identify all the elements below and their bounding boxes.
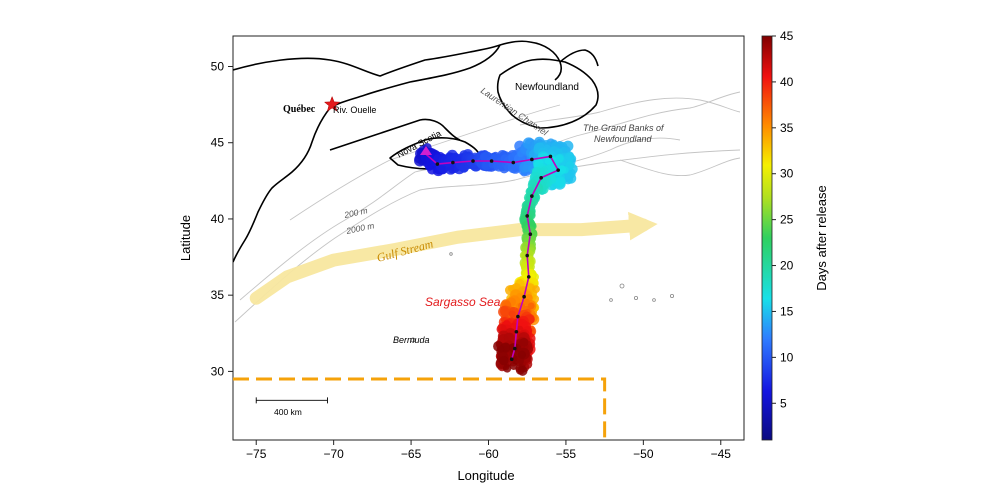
drift-particle (497, 345, 505, 353)
x-tick-label: −75 (246, 447, 267, 461)
drift-particle (517, 350, 526, 359)
track-point (509, 357, 514, 362)
drift-particle (555, 176, 566, 187)
x-tick-label: −55 (556, 447, 577, 461)
x-axis-label: Longitude (457, 468, 514, 483)
label-quebec: Québec (283, 104, 316, 115)
track-point (556, 168, 560, 172)
track-point (539, 175, 543, 180)
track-point (530, 157, 534, 162)
colorbar-label: Days after release (814, 185, 829, 291)
track-point (489, 159, 494, 163)
track-point (516, 314, 520, 319)
seamounts (449, 252, 675, 302)
colorbar-tick-label: 20 (780, 259, 794, 273)
colorbar-tick-label: 15 (780, 304, 794, 318)
track-point (525, 214, 530, 218)
colorbar (761, 35, 773, 441)
track-point (530, 194, 534, 198)
drift-particle (502, 364, 512, 373)
drift-particle (503, 332, 515, 344)
track-point (471, 159, 475, 163)
bermuda-island (410, 337, 416, 343)
colorbar-tick-label: 30 (780, 167, 794, 181)
x-tick-label: −65 (401, 447, 422, 461)
y-axis-label: Latitude (178, 215, 193, 261)
y-tick-label: 30 (211, 364, 225, 378)
colorbar-tick-label: 25 (780, 213, 794, 227)
colorbar-ticks: 5 10 15 20 25 30 35 40 45 (772, 29, 794, 410)
track-point (526, 275, 531, 279)
track-point (528, 232, 533, 236)
x-tick-label: −60 (478, 447, 499, 461)
colorbar-tick-label: 10 (780, 350, 794, 364)
drift-particle (558, 165, 567, 174)
label-riv-ouelle: Riv. Ouelle (333, 105, 376, 115)
coastline (233, 40, 599, 263)
drift-particle (508, 310, 516, 318)
x-axis-ticks: −75 −70 −65 −60 −55 −50 −45 (246, 440, 731, 461)
track-point (522, 294, 526, 299)
label-sargasso-sea: Sargasso Sea (425, 295, 501, 309)
mean-track-line (424, 152, 560, 360)
drift-particle (544, 157, 552, 165)
track-point (525, 253, 530, 258)
y-tick-label: 45 (211, 136, 225, 150)
colorbar-tick-label: 40 (780, 75, 794, 89)
drift-particle (532, 285, 540, 294)
zone-boundary (233, 377, 607, 440)
track-point (514, 329, 519, 334)
drift-particle (499, 356, 509, 366)
track-point (511, 160, 516, 165)
y-tick-label: 35 (211, 288, 225, 302)
drift-particle (527, 302, 535, 310)
drift-particle (519, 337, 529, 347)
release-drop-triangle (420, 146, 432, 155)
track-point (435, 162, 440, 166)
label-scale-bar: 400 km (274, 407, 302, 417)
x-tick-label: −70 (323, 447, 344, 461)
y-tick-label: 50 (211, 59, 225, 73)
x-tick-label: −45 (711, 447, 732, 461)
label-grand-banks-1: The Grand Banks of (583, 123, 665, 133)
label-newfoundland: Newfoundland (515, 82, 579, 93)
colorbar-tick-label: 45 (780, 29, 794, 43)
y-tick-label: 40 (211, 212, 225, 226)
track-point (451, 160, 455, 165)
drift-particle (509, 362, 518, 370)
drift-particle (517, 366, 528, 376)
y-axis-ticks: 30 35 40 45 50 (211, 59, 233, 378)
track-point (548, 154, 553, 159)
x-tick-label: −50 (633, 447, 654, 461)
drift-particle (498, 306, 510, 318)
release-star-icon (323, 95, 341, 112)
track-point (513, 346, 517, 351)
label-bermuda: Bermuda (393, 335, 430, 345)
colorbar-tick-label: 5 (780, 396, 787, 410)
gulf-stream (249, 211, 658, 305)
colorbar-tick-label: 35 (780, 121, 794, 135)
drift-particle (523, 298, 530, 305)
label-grand-banks-2: Newfoundland (594, 134, 653, 144)
drift-particle (564, 152, 575, 162)
